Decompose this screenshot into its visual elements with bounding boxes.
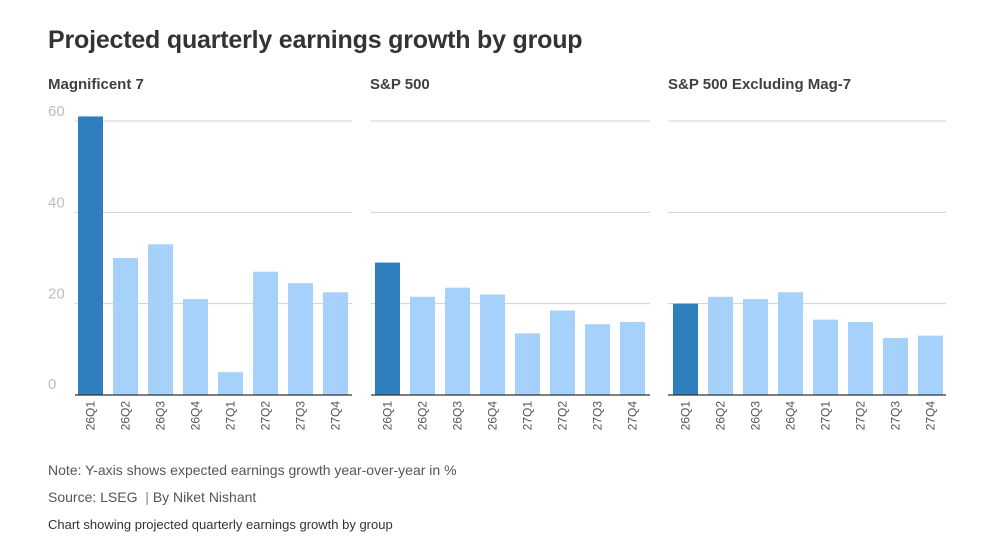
x-tick-label: 27Q1 bbox=[819, 401, 833, 431]
bar bbox=[550, 310, 575, 395]
bar bbox=[918, 335, 943, 395]
bar bbox=[445, 287, 470, 395]
bar bbox=[113, 258, 138, 395]
x-tick-label: 27Q3 bbox=[591, 401, 605, 431]
source-separator: | bbox=[145, 489, 149, 505]
bar bbox=[743, 299, 768, 395]
x-tick-label: 27Q1 bbox=[521, 401, 535, 431]
x-tick-label: 26Q3 bbox=[451, 401, 465, 431]
y-tick-label: 20 bbox=[48, 286, 65, 303]
bar bbox=[253, 271, 278, 395]
panel-title: S&P 500 bbox=[370, 76, 430, 93]
bar bbox=[515, 333, 540, 395]
bar bbox=[585, 324, 610, 395]
bar bbox=[480, 294, 505, 395]
y-tick-label: 0 bbox=[48, 376, 56, 393]
bar bbox=[673, 303, 698, 395]
source-text: Source: LSEG bbox=[48, 489, 138, 505]
x-tick-label: 26Q3 bbox=[749, 401, 763, 431]
x-tick-label: 26Q4 bbox=[784, 401, 798, 431]
bar bbox=[218, 372, 243, 395]
byline: By Niket Nishant bbox=[152, 489, 257, 505]
bar bbox=[410, 296, 435, 395]
bar bbox=[708, 296, 733, 395]
bar bbox=[375, 262, 400, 395]
y-tick-label: 40 bbox=[48, 194, 65, 211]
x-tick-label: 26Q2 bbox=[714, 401, 728, 431]
panel-title: Magnificent 7 bbox=[48, 76, 144, 93]
x-tick-label: 26Q1 bbox=[381, 401, 395, 431]
bar bbox=[848, 321, 873, 395]
bar bbox=[323, 292, 348, 395]
bar bbox=[813, 319, 838, 395]
x-tick-label: 27Q2 bbox=[854, 401, 868, 431]
x-tick-label: 26Q4 bbox=[486, 401, 500, 431]
bar bbox=[183, 299, 208, 395]
x-tick-label: 26Q2 bbox=[119, 401, 133, 431]
bar bbox=[883, 337, 908, 395]
x-tick-label: 27Q3 bbox=[889, 401, 903, 431]
x-tick-label: 26Q4 bbox=[189, 401, 203, 431]
footnote: Note: Y-axis shows expected earnings gro… bbox=[48, 462, 457, 478]
x-tick-label: 27Q4 bbox=[626, 401, 640, 431]
x-tick-label: 27Q3 bbox=[294, 401, 308, 431]
x-tick-label: 26Q3 bbox=[154, 401, 168, 431]
chart-panel-1: Magnificent 7 0 20 40 60 26Q1 26Q2 26Q3 26Q4 27Q1… bbox=[48, 76, 352, 430]
bar bbox=[148, 244, 173, 395]
bar bbox=[778, 292, 803, 395]
source-line: Source: LSEG | By Niket Nishant bbox=[48, 489, 256, 505]
panel-title: S&P 500 Excluding Mag-7 bbox=[668, 76, 851, 93]
charts-area: Magnificent 7 0 20 40 60 26Q1 26Q2 26Q3 26Q4 27Q1… bbox=[48, 76, 946, 430]
x-tick-label: 27Q2 bbox=[556, 401, 570, 431]
chart-panel-3: S&P 500 Excluding Mag-7 26Q1 26Q2 26Q3 26Q4 2… bbox=[668, 76, 946, 430]
x-tick-label: 26Q1 bbox=[679, 401, 693, 431]
x-tick-label: 27Q4 bbox=[924, 401, 938, 431]
x-tick-label: 27Q4 bbox=[329, 401, 343, 431]
y-tick-label: 60 bbox=[48, 103, 65, 120]
x-tick-label: 26Q2 bbox=[416, 401, 430, 431]
chart-caption: Chart showing projected quarterly earnin… bbox=[48, 517, 393, 532]
chart-panel-2: S&P 500 26Q1 26Q2 26Q3 26Q4 27Q1 27Q2 27Q3 27Q4 bbox=[370, 76, 650, 430]
bar bbox=[288, 283, 313, 395]
x-tick-label: 26Q1 bbox=[84, 401, 98, 431]
x-tick-label: 27Q2 bbox=[259, 401, 273, 431]
bar bbox=[620, 321, 645, 395]
chart-title: Projected quarterly earnings growth by g… bbox=[48, 26, 583, 54]
bar bbox=[78, 116, 103, 395]
x-tick-label: 27Q1 bbox=[224, 401, 238, 431]
